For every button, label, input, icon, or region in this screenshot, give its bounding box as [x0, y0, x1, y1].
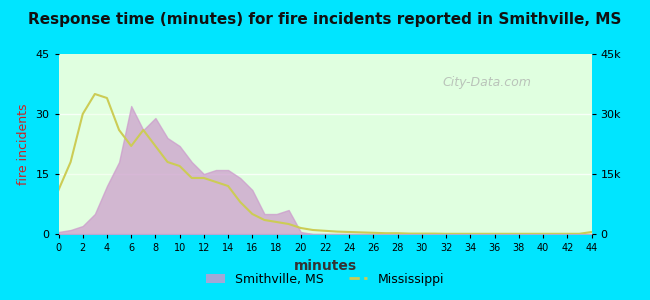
Text: City-Data.com: City-Data.com [442, 76, 531, 88]
X-axis label: minutes: minutes [293, 259, 357, 273]
Text: Response time (minutes) for fire incidents reported in Smithville, MS: Response time (minutes) for fire inciden… [29, 12, 621, 27]
Y-axis label: fire incidents: fire incidents [17, 103, 30, 185]
Legend: Smithville, MS, Mississippi: Smithville, MS, Mississippi [201, 268, 449, 291]
